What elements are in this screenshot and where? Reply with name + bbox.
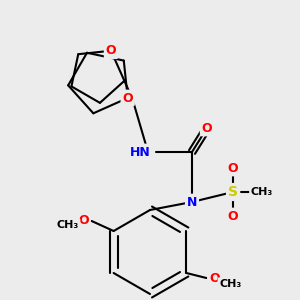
Text: HN: HN (130, 146, 150, 158)
Text: O: O (106, 44, 116, 57)
Text: O: O (202, 122, 212, 134)
Text: O: O (228, 161, 238, 175)
Text: CH₃: CH₃ (251, 187, 273, 197)
Text: CH₃: CH₃ (56, 220, 79, 230)
Text: N: N (187, 196, 197, 208)
Text: O: O (78, 214, 89, 227)
Text: O: O (209, 272, 220, 284)
Text: S: S (228, 185, 238, 199)
Text: O: O (122, 92, 133, 104)
Text: CH₃: CH₃ (219, 279, 242, 289)
Text: O: O (228, 209, 238, 223)
